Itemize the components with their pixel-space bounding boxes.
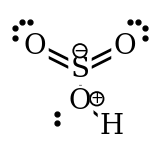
Text: H: H [100,113,124,140]
Text: −: − [73,42,87,60]
Text: O: O [113,33,136,60]
Circle shape [73,44,87,58]
Circle shape [90,92,104,105]
Text: S: S [71,56,89,83]
Text: O: O [69,88,91,115]
Text: +: + [90,91,103,106]
Text: O: O [24,33,47,60]
